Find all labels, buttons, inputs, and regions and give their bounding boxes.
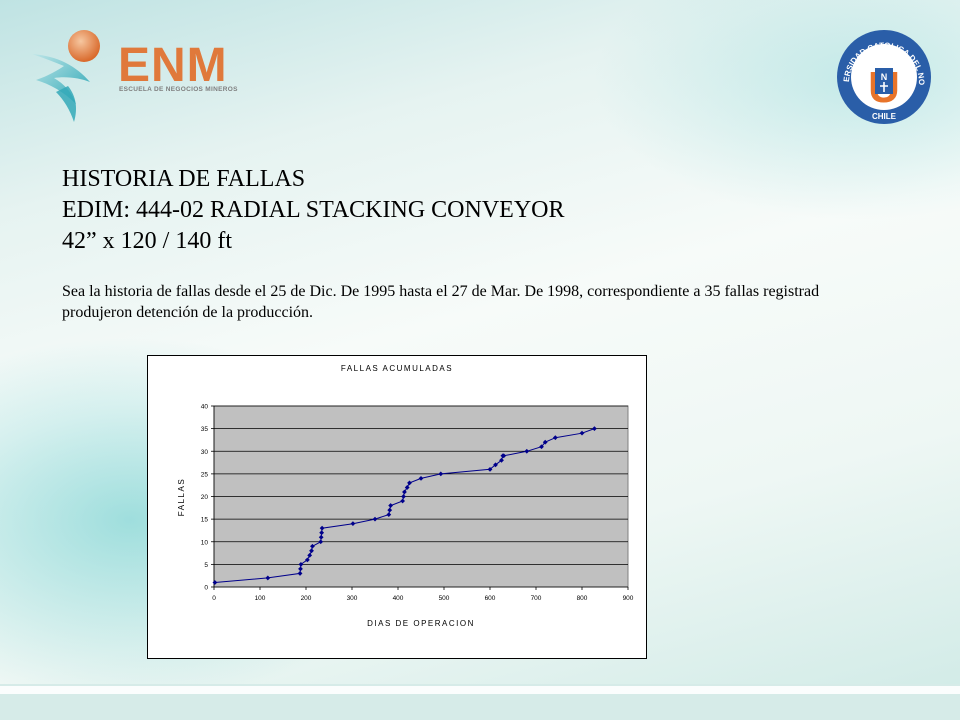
title-line: EDIM: 444-02 RADIAL STACKING CONVEYOR bbox=[62, 197, 565, 223]
data-point bbox=[386, 512, 392, 517]
data-point bbox=[592, 426, 597, 432]
x-axis-label: DIAS DE OPERACION bbox=[367, 619, 475, 628]
y-tick-label: 30 bbox=[201, 449, 209, 456]
data-point bbox=[438, 471, 444, 477]
data-point bbox=[212, 580, 218, 585]
x-tick-label: 400 bbox=[393, 595, 404, 602]
data-point bbox=[400, 498, 405, 504]
y-axis-label: FALLAS bbox=[177, 478, 186, 516]
data-point bbox=[539, 444, 544, 450]
data-point bbox=[310, 543, 315, 549]
brand-subtitle: ESCUELA DE NEGOCIOS MINEROS bbox=[119, 86, 238, 93]
ucn-logo: UNIVERSIDAD CATOLICA DEL NORTE CHILE U N bbox=[832, 21, 933, 126]
enm-logo bbox=[28, 26, 238, 126]
footer-stripe bbox=[0, 686, 960, 694]
x-tick-label: 600 bbox=[485, 595, 496, 602]
y-tick-label: 25 bbox=[201, 471, 209, 478]
data-point bbox=[298, 566, 303, 572]
y-tick-label: 20 bbox=[201, 494, 209, 501]
x-tick-label: 0 bbox=[212, 595, 216, 602]
y-tick-label: 35 bbox=[201, 426, 209, 433]
data-point bbox=[304, 557, 310, 563]
x-tick-label: 300 bbox=[347, 595, 358, 602]
data-point bbox=[388, 503, 394, 508]
y-tick-label: 40 bbox=[201, 404, 209, 411]
data-point bbox=[307, 552, 313, 558]
x-tick-label: 100 bbox=[255, 595, 266, 602]
brand-name: ENM bbox=[118, 39, 228, 92]
ucn-country: CHILE bbox=[872, 112, 897, 121]
title-line: 42” x 120 / 140 ft bbox=[62, 228, 232, 254]
data-point bbox=[319, 525, 325, 531]
intro-line: produjeron detención de la producción. bbox=[62, 304, 314, 321]
intro-line: Sea la historia de fallas desde el 25 de… bbox=[62, 283, 820, 300]
data-point bbox=[318, 539, 324, 545]
y-tick-label: 10 bbox=[201, 539, 209, 546]
data-point bbox=[487, 466, 493, 472]
y-tick-label: 15 bbox=[201, 517, 209, 524]
intro-paragraph: Sea la historia de fallas desde el 25 de… bbox=[62, 281, 960, 323]
data-point bbox=[542, 439, 548, 445]
data-point bbox=[318, 534, 324, 540]
x-tick-label: 700 bbox=[531, 595, 542, 602]
data-point bbox=[298, 561, 304, 567]
y-tick-label: 5 bbox=[204, 562, 208, 569]
data-point bbox=[297, 571, 303, 576]
data-point bbox=[372, 516, 378, 522]
data-point bbox=[309, 548, 314, 554]
data-point bbox=[499, 457, 504, 463]
data-point bbox=[418, 476, 424, 481]
data-point bbox=[501, 453, 507, 459]
data-point bbox=[493, 462, 498, 468]
x-tick-label: 200 bbox=[301, 595, 312, 602]
data-point bbox=[319, 530, 325, 536]
data-point bbox=[404, 485, 410, 490]
slide-title: HISTORIA DE FALLAS EDIM: 444-02 RADIAL S… bbox=[62, 164, 565, 257]
x-tick-label: 900 bbox=[623, 595, 634, 602]
enm-emblem-icon bbox=[32, 30, 100, 122]
ucn-inner-letter: N bbox=[881, 72, 888, 82]
x-tick-label: 500 bbox=[439, 595, 450, 602]
chart-title: FALLAS ACUMULADAS bbox=[341, 364, 453, 373]
y-tick-label: 0 bbox=[204, 585, 208, 592]
data-point bbox=[350, 521, 356, 527]
x-tick-label: 800 bbox=[577, 595, 588, 602]
data-point bbox=[407, 480, 412, 486]
data-point bbox=[402, 489, 407, 495]
cross-icon bbox=[880, 82, 888, 92]
title-line: HISTORIA DE FALLAS bbox=[62, 166, 306, 192]
data-point bbox=[579, 430, 585, 436]
ucn-shield-icon bbox=[875, 68, 893, 94]
data-point bbox=[387, 507, 393, 513]
data-point bbox=[265, 575, 271, 581]
failures-chart: 0 5 10 15 20 25 30 35 40 0 100 200 300 400 500 600 700 80… bbox=[147, 355, 647, 659]
